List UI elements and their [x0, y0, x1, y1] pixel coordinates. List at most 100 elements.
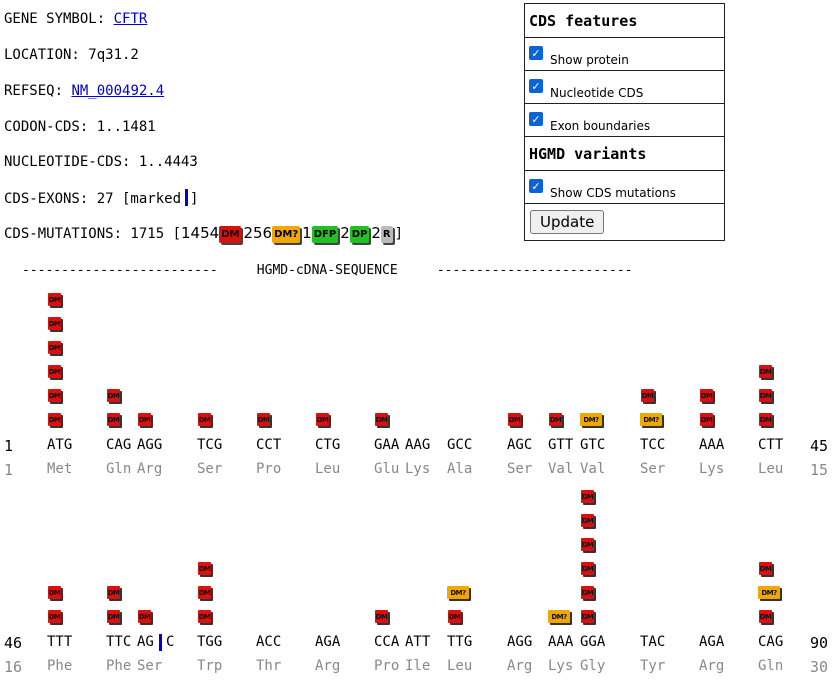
- show-mutations-option[interactable]: ✓ Show CDS mutations: [525, 171, 724, 204]
- cds-exons-text: CDS-EXONS: 27 [marked: [4, 191, 182, 207]
- mutation-badge-dm[interactable]: DM: [581, 514, 594, 527]
- mutation-badge-dm[interactable]: DM: [138, 610, 151, 623]
- mutation-badge-dm-probable[interactable]: DM?: [548, 610, 570, 623]
- refseq-line: REFSEQ: NM_000492.4: [4, 82, 164, 100]
- mutation-badge-dm[interactable]: DM: [375, 413, 388, 426]
- amino-acid: Ser: [640, 461, 666, 477]
- show-protein-checkbox[interactable]: ✓: [529, 46, 543, 60]
- mutation-badge-dm-probable[interactable]: DM?: [758, 586, 780, 599]
- mutation-badge-dm[interactable]: DM: [759, 413, 772, 426]
- mutation-badge-dm[interactable]: DM: [107, 413, 120, 426]
- legend-count: 1: [302, 224, 312, 242]
- hgmd-variants-title: HGMD variants: [525, 137, 724, 171]
- mutation-badge-dm[interactable]: DM: [48, 341, 61, 354]
- nucleotide-cds-checkbox[interactable]: ✓: [529, 79, 543, 93]
- mutation-badge-dm[interactable]: DM: [48, 365, 61, 378]
- codon: AGA: [315, 634, 341, 650]
- mutation-badge-dm[interactable]: DM: [316, 413, 329, 426]
- mutation-badge-dm[interactable]: DM: [581, 562, 594, 575]
- refseq-label: REFSEQ:: [4, 83, 64, 99]
- amino-acid: Val: [580, 461, 606, 477]
- codon: CCT: [256, 437, 282, 453]
- codon: TTC: [106, 634, 132, 650]
- amino-acid: Leu: [758, 461, 784, 477]
- codon: ATT: [405, 634, 431, 650]
- row-start-position: 46: [4, 634, 23, 652]
- amino-acid: Arg: [315, 658, 341, 674]
- gene-symbol-link[interactable]: CFTR: [113, 11, 148, 27]
- mutation-badge-dm[interactable]: DM: [107, 610, 120, 623]
- amino-acid: Ser: [197, 461, 223, 477]
- gene-symbol-line: GENE SYMBOL: CFTR: [4, 10, 147, 28]
- mutation-badge-dm[interactable]: DM: [107, 389, 120, 402]
- legend-badge-dm: DM: [219, 226, 242, 243]
- mutation-badge-dm[interactable]: DM: [107, 586, 120, 599]
- mutation-badge-dm[interactable]: DM: [581, 610, 594, 623]
- legend-count: 2: [371, 224, 381, 242]
- mutation-badge-dm[interactable]: DM: [48, 586, 61, 599]
- amino-acid: Leu: [315, 461, 341, 477]
- legend-badge-r: R: [380, 226, 393, 243]
- codon: CAG: [106, 437, 132, 453]
- mutation-badge-dm[interactable]: DM: [759, 389, 772, 402]
- amino-acid: Arg: [137, 461, 163, 477]
- show-mutations-checkbox[interactable]: ✓: [529, 179, 543, 193]
- mutation-legend: 1454 DM 256 DM? 1 DFP 2 DP 2 R: [181, 224, 395, 243]
- amino-acid: Ala: [447, 461, 473, 477]
- mutation-badge-dm-probable[interactable]: DM?: [640, 413, 662, 426]
- amino-acid: Phe: [47, 658, 73, 674]
- mutation-badge-dm[interactable]: DM: [759, 562, 772, 575]
- row-aa-start: 16: [4, 658, 23, 676]
- mutation-badge-dm[interactable]: DM: [581, 586, 594, 599]
- mutation-badge-dm[interactable]: DM: [375, 610, 388, 623]
- mutation-badge-dm[interactable]: DM: [198, 610, 211, 623]
- cds-exons-close: ]: [190, 191, 199, 207]
- codon: AGG: [507, 634, 533, 650]
- codon: GAA: [374, 437, 400, 453]
- mutation-badge-dm[interactable]: DM: [581, 490, 594, 503]
- codon: TTG: [447, 634, 473, 650]
- mutation-badge-dm-probable[interactable]: DM?: [580, 413, 602, 426]
- exon-boundaries-checkbox[interactable]: ✓: [529, 112, 543, 126]
- mutation-badge-dm[interactable]: DM: [581, 538, 594, 551]
- nucleotide-cds-option[interactable]: ✓ Nucleotide CDS: [525, 71, 724, 104]
- mutation-badge-dm[interactable]: DM: [759, 365, 772, 378]
- mutation-badge-dm[interactable]: DM: [198, 562, 211, 575]
- amino-acid: Ser: [137, 658, 163, 674]
- mutation-badge-dm[interactable]: DM: [759, 610, 772, 623]
- show-protein-option[interactable]: ✓ Show protein: [525, 38, 724, 71]
- amino-acid: Ser: [507, 461, 533, 477]
- cds-features-panel: CDS features ✓ Show protein ✓ Nucleotide…: [524, 3, 725, 241]
- legend-count: 2: [340, 224, 350, 242]
- mutation-badge-dm[interactable]: DM: [641, 389, 654, 402]
- mutation-badge-dm[interactable]: DM: [508, 413, 521, 426]
- cds-mutations-text: CDS-MUTATIONS: 1715 [: [4, 226, 182, 242]
- amino-acid: Glu: [374, 461, 400, 477]
- codon: TCG: [197, 437, 223, 453]
- cds-exons-line: CDS-EXONS: 27 [marked]: [4, 189, 198, 208]
- legend-badge-dmq: DM?: [272, 226, 301, 243]
- mutation-badge-dm[interactable]: DM: [700, 413, 713, 426]
- mutation-badge-dm[interactable]: DM: [549, 413, 562, 426]
- codon: AAA: [699, 437, 725, 453]
- amino-acid: Arg: [699, 658, 725, 674]
- mutation-badge-dm[interactable]: DM: [138, 413, 151, 426]
- mutation-badge-dm[interactable]: DM: [48, 293, 61, 306]
- mutation-badge-dm[interactable]: DM: [198, 413, 211, 426]
- update-button[interactable]: Update: [530, 210, 605, 234]
- mutation-badge-dm[interactable]: DM: [48, 317, 61, 330]
- sequence-header: ------------------------- HGMD-cDNA-SEQU…: [22, 263, 633, 278]
- codon: AGA: [699, 634, 725, 650]
- mutation-badge-dm[interactable]: DM: [48, 610, 61, 623]
- mutation-badge-dm[interactable]: DM: [48, 413, 61, 426]
- mutation-badge-dm-probable[interactable]: DM?: [447, 586, 469, 599]
- cds-mutations-close: ]: [394, 226, 404, 242]
- refseq-link[interactable]: NM_000492.4: [71, 83, 165, 99]
- mutation-badge-dm[interactable]: DM: [198, 586, 211, 599]
- amino-acid: Arg: [507, 658, 533, 674]
- mutation-badge-dm[interactable]: DM: [700, 389, 713, 402]
- exon-boundaries-option[interactable]: ✓ Exon boundaries: [525, 104, 724, 137]
- mutation-badge-dm[interactable]: DM: [257, 413, 270, 426]
- mutation-badge-dm[interactable]: DM: [48, 389, 61, 402]
- mutation-badge-dm[interactable]: DM: [448, 610, 461, 623]
